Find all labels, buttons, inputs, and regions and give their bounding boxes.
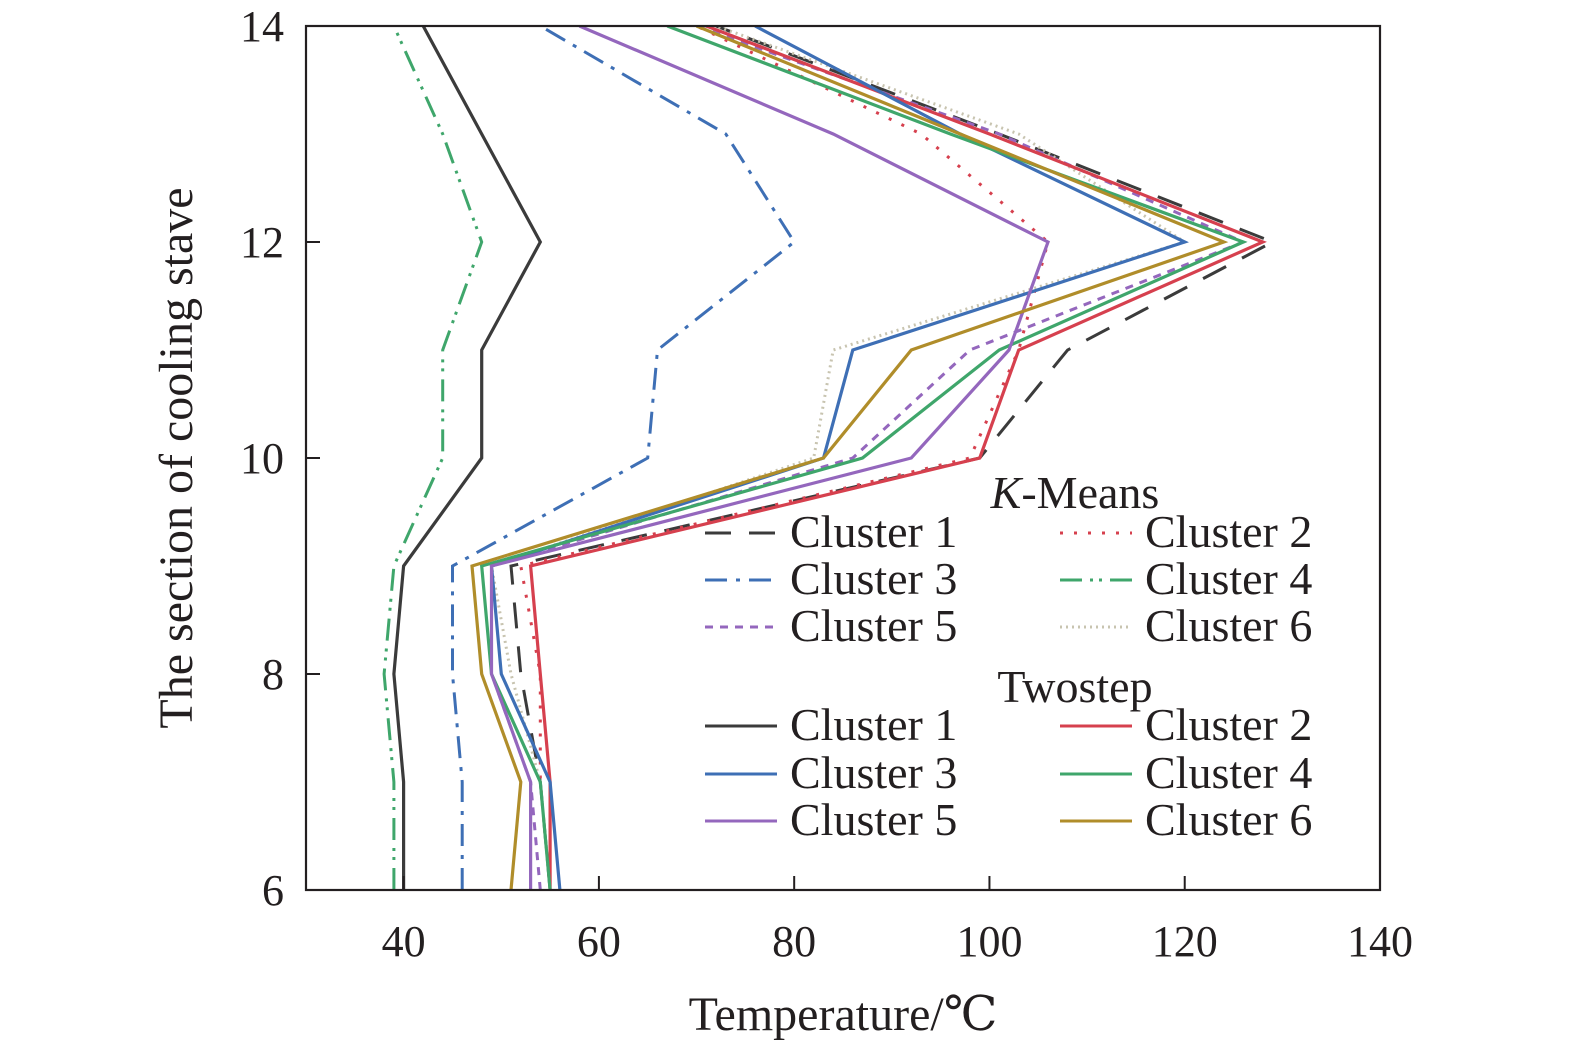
series-line-kmeans-6 bbox=[489, 26, 1189, 890]
legend-label-kmeans-6: Cluster 6 bbox=[1145, 600, 1312, 651]
series-line-twostep-5 bbox=[489, 26, 1050, 890]
y-tick-label: 8 bbox=[262, 650, 284, 699]
series-line-twostep-1 bbox=[392, 26, 543, 890]
legend-label-twostep-1: Cluster 1 bbox=[790, 699, 957, 750]
y-tick-label: 10 bbox=[240, 434, 284, 483]
series-line-twostep-2 bbox=[528, 26, 1267, 890]
legend-label-kmeans-5: Cluster 5 bbox=[790, 600, 957, 651]
x-axis-title: Temperature/℃ bbox=[689, 988, 998, 1041]
series-line-kmeans-3 bbox=[451, 26, 797, 890]
legend-label-twostep-3: Cluster 3 bbox=[790, 747, 957, 798]
legend-label-kmeans-2: Cluster 2 bbox=[1145, 506, 1312, 557]
y-tick-label: 12 bbox=[240, 218, 284, 267]
series-line-twostep-6 bbox=[470, 26, 1229, 890]
legend-label-twostep-2: Cluster 2 bbox=[1145, 699, 1312, 750]
legend-group-title-italic: K bbox=[990, 467, 1024, 518]
x-tick-label: 100 bbox=[956, 917, 1022, 966]
x-tick-label: 60 bbox=[577, 917, 621, 966]
x-tick-label: 120 bbox=[1152, 917, 1218, 966]
y-axis-title: The section of cooling stave bbox=[150, 187, 203, 728]
x-axis: 40 60 80 100 120 140 bbox=[382, 876, 1413, 966]
series-line-kmeans-4 bbox=[382, 26, 484, 890]
x-tick-label: 140 bbox=[1347, 917, 1413, 966]
legend-label-kmeans-1: Cluster 1 bbox=[790, 506, 957, 557]
legend-group-title-kmeans: K-Means bbox=[990, 467, 1160, 518]
y-axis: 6 8 10 12 14 bbox=[240, 2, 320, 915]
legend-label-kmeans-4: Cluster 4 bbox=[1145, 553, 1312, 604]
x-tick-label: 80 bbox=[772, 917, 816, 966]
legend-group-title-text: Twostep bbox=[997, 661, 1152, 712]
plot-lines bbox=[382, 26, 1277, 890]
legend-label-twostep-5: Cluster 5 bbox=[790, 794, 957, 845]
legend-label-kmeans-3: Cluster 3 bbox=[790, 553, 957, 604]
x-tick-label: 40 bbox=[382, 917, 426, 966]
legend-label-twostep-4: Cluster 4 bbox=[1145, 747, 1312, 798]
legend-group-title-twostep: Twostep bbox=[997, 661, 1152, 712]
legend-label-twostep-6: Cluster 6 bbox=[1145, 794, 1312, 845]
series-line-kmeans-2 bbox=[519, 26, 1050, 890]
legend-group-title-text: -Means bbox=[1021, 467, 1159, 518]
y-tick-label: 14 bbox=[240, 2, 284, 51]
y-tick-label: 6 bbox=[262, 866, 284, 915]
